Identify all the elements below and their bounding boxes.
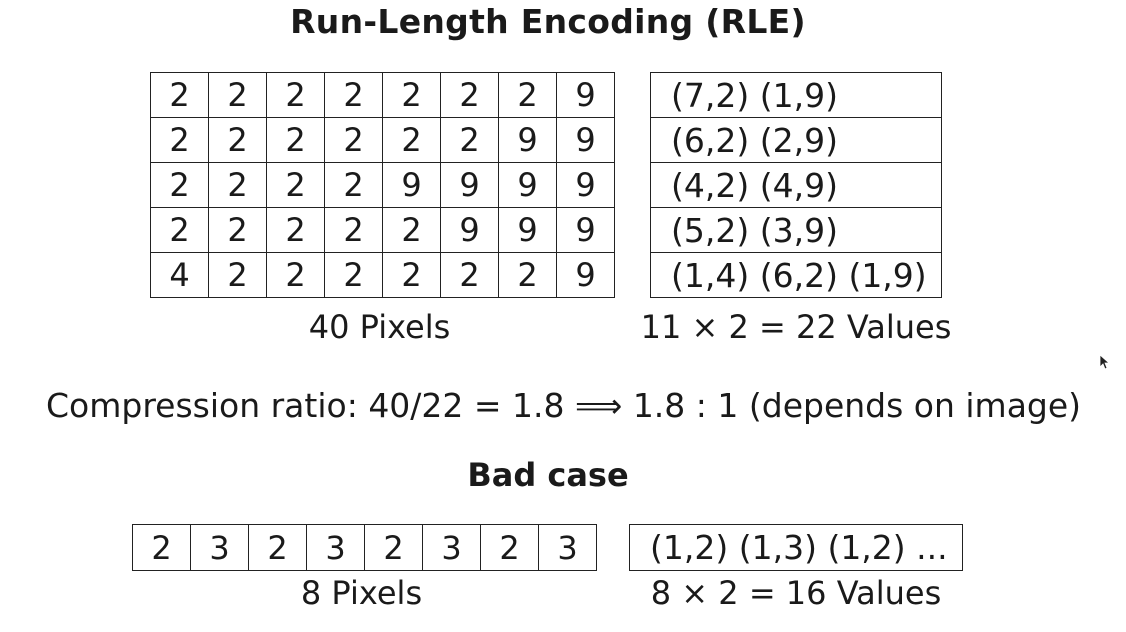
bad-case-pixel-cell: 3: [190, 524, 249, 571]
rle-encoded-table: (7,2) (1,9) (6,2) (2,9) (4,2) (4,9) (5,2) (…: [650, 72, 942, 298]
pixel-cell: 2: [382, 72, 441, 118]
pixel-cell: 9: [440, 207, 499, 253]
pixel-cell: 2: [382, 117, 441, 163]
pixel-cell: 9: [556, 207, 615, 253]
pixel-cell: 9: [498, 117, 557, 163]
bad-case-pixel-cell: 3: [422, 524, 481, 571]
pixel-cell: 2: [266, 207, 325, 253]
pixel-cell: 9: [498, 207, 557, 253]
pixel-cell: 2: [208, 207, 267, 253]
pixel-cell: 2: [266, 117, 325, 163]
encoded-row: (7,2) (1,9): [650, 72, 942, 118]
pixel-cell: 2: [266, 72, 325, 118]
pixel-cell: 2: [150, 72, 209, 118]
pixel-cell: 2: [324, 162, 383, 208]
bad-case-pixels-caption: 8 Pixels: [300, 574, 423, 612]
pixel-cell: 9: [556, 162, 615, 208]
pixel-cell: 2: [324, 207, 383, 253]
bad-case-encoded-box: (1,2) (1,3) (1,2) ...: [629, 524, 963, 571]
pixel-cell: 2: [498, 252, 557, 298]
pixel-cell: 9: [556, 117, 615, 163]
pixel-cell: 2: [266, 162, 325, 208]
pixel-cell: 2: [150, 207, 209, 253]
pixel-cell: 2: [208, 72, 267, 118]
compression-ratio-text: Compression ratio: 40/22 = 1.8 ⟹ 1.8 : 1…: [46, 386, 1082, 425]
pixel-cell: 2: [440, 252, 499, 298]
mouse-pointer-icon: [1099, 354, 1109, 370]
encoded-row-cell: (4,2) (4,9): [650, 162, 942, 208]
pixel-cell: 2: [208, 117, 267, 163]
encoded-row-cell: (6,2) (2,9): [650, 117, 942, 163]
encoded-row: (4,2) (4,9): [650, 162, 942, 208]
bad-case-pixel-cell: 2: [364, 524, 423, 571]
bad-case-pixel-cell: 2: [480, 524, 539, 571]
bad-case-heading: Bad case: [467, 456, 629, 494]
encoded-row-cell: (5,2) (3,9): [650, 207, 942, 253]
pixel-cell: 2: [324, 117, 383, 163]
pixel-cell: 2: [382, 252, 441, 298]
pixel-cell: 9: [498, 162, 557, 208]
pixels-caption: 40 Pixels: [308, 308, 451, 346]
bad-case-pixel-cell: 2: [132, 524, 191, 571]
bad-case-encoded-cell: (1,2) (1,3) (1,2) ...: [629, 524, 963, 571]
bad-case-values-caption: 8 × 2 = 16 Values: [650, 574, 942, 612]
encoded-row-cell: (7,2) (1,9): [650, 72, 942, 118]
encoded-row-cell: (1,4) (6,2) (1,9): [650, 252, 942, 298]
pixel-cell: 2: [150, 117, 209, 163]
bad-case-pixel-cell: 2: [248, 524, 307, 571]
values-caption: 11 × 2 = 22 Values: [640, 308, 952, 346]
pixel-cell: 9: [440, 162, 499, 208]
encoded-row: (6,2) (2,9): [650, 117, 942, 163]
slide-title: Run-Length Encoding (RLE): [290, 2, 806, 41]
bad-case-pixel-cell: 3: [538, 524, 597, 571]
pixel-cell: 9: [556, 72, 615, 118]
pixel-cell: 2: [208, 162, 267, 208]
pixel-cell: 9: [382, 162, 441, 208]
pixel-cell: 2: [498, 72, 557, 118]
pixel-cell: 2: [440, 72, 499, 118]
pixel-cell: 4: [150, 252, 209, 298]
pixel-cell: 2: [382, 207, 441, 253]
encoded-row: (5,2) (3,9): [650, 207, 942, 253]
pixel-cell: 2: [150, 162, 209, 208]
pixel-cell: 2: [324, 72, 383, 118]
encoded-row: (1,4) (6,2) (1,9): [650, 252, 942, 298]
pixel-cell: 2: [208, 252, 267, 298]
pixel-cell: 2: [440, 117, 499, 163]
bad-case-pixel-cell: 3: [306, 524, 365, 571]
pixel-cell: 2: [324, 252, 383, 298]
pixel-cell: 9: [556, 252, 615, 298]
pixel-cell: 2: [266, 252, 325, 298]
